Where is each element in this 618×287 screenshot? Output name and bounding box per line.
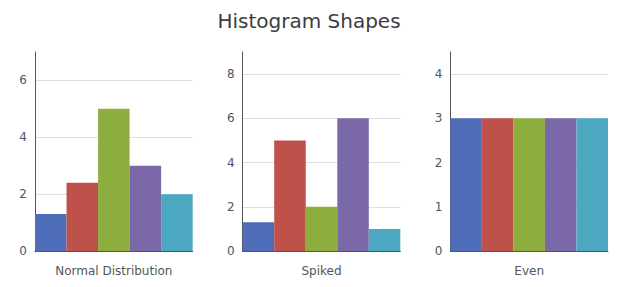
svg-text:2: 2 bbox=[19, 187, 27, 201]
svg-text:3: 3 bbox=[435, 111, 443, 125]
svg-text:4: 4 bbox=[435, 67, 443, 81]
svg-text:6: 6 bbox=[227, 111, 235, 125]
svg-text:Histogram Shapes: Histogram Shapes bbox=[217, 9, 400, 33]
svg-text:6: 6 bbox=[19, 73, 27, 87]
svg-text:4: 4 bbox=[227, 156, 235, 170]
svg-text:Spiked: Spiked bbox=[301, 264, 341, 278]
svg-text:8: 8 bbox=[227, 67, 235, 81]
svg-text:4: 4 bbox=[19, 130, 27, 144]
svg-text:Even: Even bbox=[514, 264, 544, 278]
svg-text:2: 2 bbox=[435, 156, 443, 170]
svg-text:0: 0 bbox=[435, 244, 443, 258]
svg-text:Normal Distribution: Normal Distribution bbox=[55, 264, 172, 278]
svg-text:0: 0 bbox=[227, 244, 235, 258]
svg-text:1: 1 bbox=[435, 200, 443, 214]
svg-text:0: 0 bbox=[19, 244, 27, 258]
svg-text:2: 2 bbox=[227, 200, 235, 214]
